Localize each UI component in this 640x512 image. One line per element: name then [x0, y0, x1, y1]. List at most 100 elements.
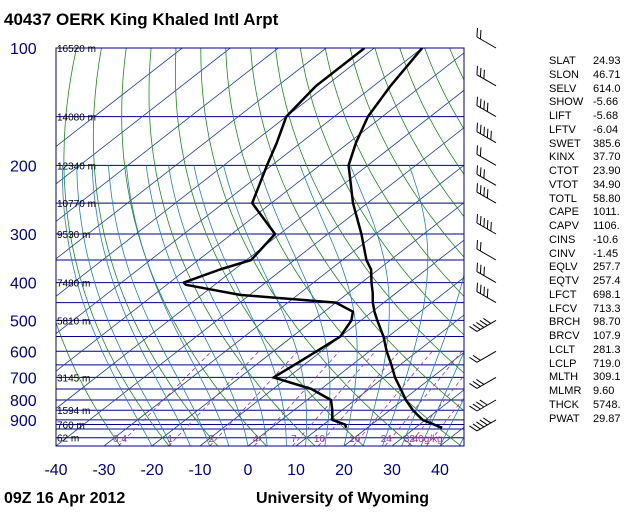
wind-barb-staff	[476, 36, 497, 49]
index-name: BRCV	[549, 330, 580, 342]
pressure-tick-label: 900	[10, 413, 37, 430]
index-row: LFCV 713.3	[549, 303, 639, 317]
wind-barb-flag	[476, 322, 485, 328]
index-value: 107.9	[593, 330, 621, 342]
wind-barb-flag	[479, 30, 482, 40]
height-label: 1594 m	[57, 406, 90, 417]
wind-barb	[476, 96, 497, 118]
index-value: -5.68	[593, 110, 619, 122]
wind-barb-flag	[483, 100, 485, 110]
index-name: SHOW	[549, 96, 584, 109]
wind-barb	[476, 165, 497, 186]
dry-adiabat	[92, 48, 219, 446]
wind-barb-staff	[476, 376, 497, 389]
dry-adiabat	[374, 48, 464, 218]
mixing-ratio-line	[407, 375, 464, 446]
index-name: CINV	[549, 247, 576, 260]
index-name: MLMR	[549, 385, 582, 397]
index-value: -6.04	[593, 123, 619, 136]
isotherm-line	[151, 202, 464, 446]
wind-barb	[476, 65, 497, 87]
wind-barb-flag	[476, 401, 485, 408]
height-label: 14080 m	[57, 113, 96, 124]
wind-barb	[469, 399, 497, 412]
height-label: 62 m	[57, 434, 79, 445]
index-value: 698.1	[593, 288, 621, 301]
moist-adiabat	[420, 351, 464, 446]
wind-barb	[476, 183, 497, 204]
moist-adiabat	[168, 165, 268, 446]
wind-barb-flag	[483, 187, 485, 197]
index-name: KINX	[549, 151, 575, 164]
wind-barb	[469, 376, 497, 389]
wind-barb-flag	[472, 381, 481, 387]
index-value: 257.4	[593, 275, 621, 287]
index-row: CINV -1.45	[549, 248, 639, 262]
wind-barb	[476, 122, 497, 144]
wind-barb-flag	[479, 242, 482, 252]
mixing-ratio-line	[292, 351, 376, 446]
wind-barb	[476, 282, 497, 304]
pressure-tick-label: 400	[10, 276, 37, 293]
mixing-ratio-label: 4	[253, 434, 259, 445]
wind-barb-flag	[479, 147, 482, 157]
index-name: PWAT	[549, 412, 580, 425]
dry-adiabat	[324, 48, 464, 298]
dry-adiabat	[349, 48, 464, 258]
temperature-tick-label: 30	[383, 462, 401, 479]
wind-barb-flag	[479, 98, 482, 108]
mixing-ratio-label: 40g/kg	[413, 434, 443, 445]
moist-adiabat	[439, 397, 464, 446]
height-label: 10770 m	[57, 199, 96, 210]
wind-barb-flag	[472, 324, 481, 330]
pressure-tick-label: 200	[10, 158, 37, 175]
moist-adiabat	[258, 165, 331, 446]
index-value: 37.70	[593, 151, 621, 164]
index-row: KINX 37.70	[549, 151, 639, 165]
wind-barb-flag	[479, 399, 488, 406]
mixing-ratio-label: 2	[209, 434, 215, 445]
wind-barb-staff	[476, 173, 497, 186]
mixing-ratio-label: 32	[404, 434, 416, 445]
wind-barb-flag	[469, 383, 478, 389]
height-label: 12340 m	[57, 161, 96, 172]
index-row: CAPE 1011.	[549, 206, 639, 220]
dewpoint-profile	[182, 48, 366, 429]
isotherm-line	[103, 164, 464, 446]
temperature-tick-label: 40	[431, 462, 449, 479]
wind-barb-flag	[476, 145, 478, 155]
height-label: 9530 m	[57, 230, 90, 241]
observation-time: 09Z 16 Apr 2012	[4, 490, 126, 507]
temperature-tick-label: 0	[244, 462, 253, 479]
wind-barb	[476, 28, 497, 49]
index-value: 614.0	[593, 82, 621, 95]
wind-barb-staff	[476, 131, 497, 144]
index-name: LIFT	[549, 110, 572, 122]
wind-barb-flag	[483, 218, 485, 228]
height-label: 3145 m	[57, 373, 90, 384]
isotherm-line	[56, 127, 464, 446]
dry-adiabat	[175, 48, 365, 446]
wind-barb-flag	[479, 124, 482, 134]
wind-barb-flag	[476, 28, 478, 38]
index-row: LCLT 281.3	[549, 344, 639, 358]
wind-barb-flag	[486, 189, 489, 199]
index-name: LFTV	[549, 123, 576, 136]
wind-barb	[476, 240, 497, 261]
wind-barb-staff	[476, 191, 497, 204]
wind-barb-staff	[476, 271, 497, 284]
stability-indices: SLAT 24.93 SLON 46.71 SELV 614.0 SHOW -5.66 LIFT…	[549, 55, 639, 426]
temperature-tick-label: -40	[44, 462, 67, 479]
index-row: EQLV 257.7	[549, 261, 639, 275]
pressure-tick-label: 100	[10, 41, 37, 58]
index-row: EQTV 257.4	[549, 275, 639, 289]
wind-barb	[476, 214, 497, 235]
mixing-ratio-line	[384, 351, 463, 446]
index-name: SWET	[549, 137, 581, 150]
index-name: SLON	[549, 68, 579, 81]
index-name: SLAT	[549, 55, 576, 67]
wind-barb	[469, 318, 497, 332]
temperature-tick-label: -20	[140, 462, 163, 479]
temperature-tick-label: -10	[188, 462, 211, 479]
